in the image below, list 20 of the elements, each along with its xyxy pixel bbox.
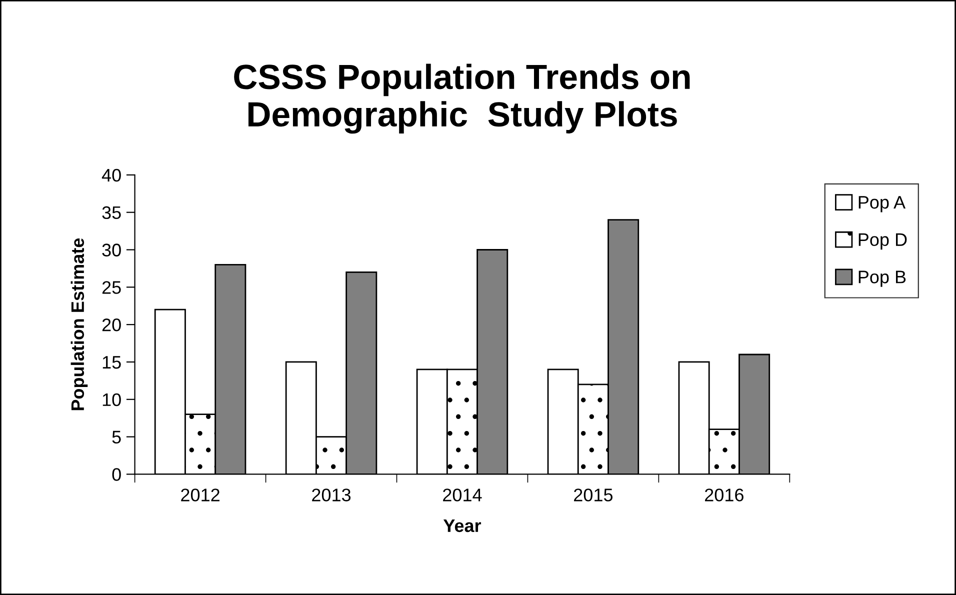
x-tick-label: 2013 xyxy=(312,488,351,502)
chart-title: CSSS Population Trends on Demographic Study Plots xyxy=(234,64,690,134)
x-tick-label: 2012 xyxy=(181,488,220,502)
x-axis-title: Year xyxy=(443,519,482,532)
y-axis-title: Population Estimate xyxy=(70,238,88,410)
y-tick-label: 5 xyxy=(112,430,121,444)
legend-label: Pop A xyxy=(858,196,906,212)
y-tick-label: 30 xyxy=(102,244,121,256)
legend-label: Pop D xyxy=(858,233,907,250)
y-tick-label: 25 xyxy=(102,281,121,294)
y-tick-label: 0 xyxy=(112,468,121,481)
legend-label: Pop B xyxy=(858,270,906,287)
x-tick-label: 2015 xyxy=(574,488,613,502)
y-tick-label: 15 xyxy=(102,356,121,369)
x-tick-label: 2016 xyxy=(704,488,744,502)
y-tick-label: 20 xyxy=(102,318,121,332)
x-tick-label: 2014 xyxy=(443,488,482,502)
y-tick-label: 10 xyxy=(102,393,121,406)
y-tick-label: 40 xyxy=(102,168,121,182)
y-tick-label: 35 xyxy=(102,206,121,220)
